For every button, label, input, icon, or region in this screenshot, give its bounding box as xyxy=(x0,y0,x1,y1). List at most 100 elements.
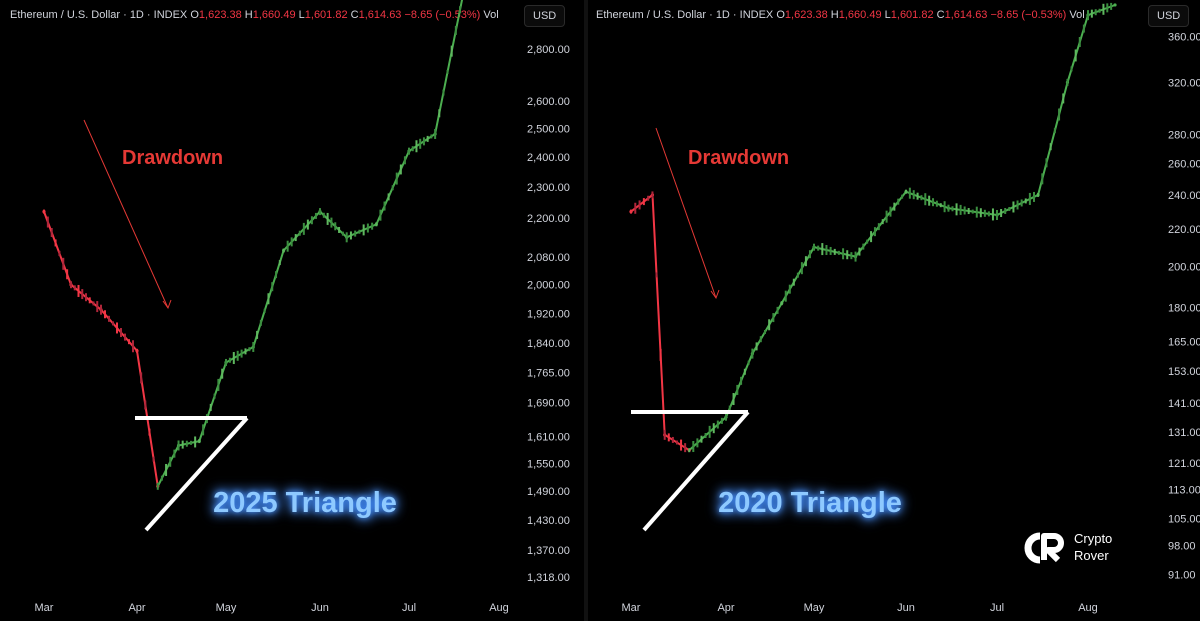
y-tick-label: 2,080.00 xyxy=(527,252,570,264)
open-value: 1,623.38 xyxy=(784,9,828,21)
open-value: 1,623.38 xyxy=(198,9,242,21)
open-label: O xyxy=(190,9,199,21)
y-tick-label: 200.00 xyxy=(1168,261,1200,273)
y-tick-label: 2,400.00 xyxy=(527,152,570,164)
drawdown-label: Drawdown xyxy=(122,147,223,169)
y-tick-label: 1,920.00 xyxy=(527,308,570,320)
y-tick-label: 91.00 xyxy=(1168,569,1196,581)
y-tick-label: 2,000.00 xyxy=(527,280,570,292)
series-line-drawdown xyxy=(43,211,159,487)
y-tick-label: 320.00 xyxy=(1168,77,1200,89)
y-tick-label: 220.00 xyxy=(1168,224,1200,236)
chart-header: Ethereum / U.S. Dollar · 1D · INDEX O1,6… xyxy=(10,9,499,21)
candles xyxy=(43,6,462,490)
y-tick-label: 98.00 xyxy=(1168,540,1196,552)
x-tick-label: Jul xyxy=(402,602,416,614)
close-value: 1,614.63 xyxy=(358,9,402,21)
volume-label: Vol xyxy=(1069,9,1085,21)
triangle-label: 2025 Triangle xyxy=(213,487,397,519)
x-tick-label: Mar xyxy=(35,602,54,614)
y-tick-label: 1,690.00 xyxy=(527,398,570,410)
chart-panel-2025[interactable]: Ethereum / U.S. Dollar · 1D · INDEX O1,6… xyxy=(0,0,584,621)
y-tick-label: 1,765.00 xyxy=(527,367,570,379)
low-label: L xyxy=(884,9,891,21)
y-axis: 360.00 320.00 280.00 260.00 240.00 220.00 200.… xyxy=(1168,31,1200,581)
x-tick-label: Jul xyxy=(990,602,1004,614)
logo-text-line1: Crypto xyxy=(1074,531,1113,546)
chart-canvas-2020: 360.00 320.00 280.00 260.00 240.00 220.00 200.… xyxy=(622,2,1200,614)
x-tick-label: Jun xyxy=(897,602,915,614)
change-value: −8.65 (−0.53%) xyxy=(990,9,1067,21)
y-tick-label: 240.00 xyxy=(1168,190,1200,202)
y-tick-label: 260.00 xyxy=(1168,159,1200,171)
x-tick-label: May xyxy=(216,602,237,614)
y-tick-label: 1,370.00 xyxy=(527,545,570,557)
y-tick-label: 2,500.00 xyxy=(527,123,570,135)
y-tick-label: 1,610.00 xyxy=(527,432,570,444)
high-label: H xyxy=(830,9,839,21)
y-tick-label: 1,840.00 xyxy=(527,338,570,350)
crypto-rover-logo: Crypto Rover xyxy=(1020,530,1130,566)
x-tick-label: Apr xyxy=(128,602,145,614)
drawdown-arrow xyxy=(655,127,717,299)
y-tick-label: 2,300.00 xyxy=(527,182,570,194)
currency-button[interactable]: USD xyxy=(1148,5,1190,27)
low-value: 1,601.82 xyxy=(304,9,348,21)
y-tick-label: 2,800.00 xyxy=(527,44,570,56)
y-tick-label: 2,600.00 xyxy=(527,96,570,108)
y-axis: 2,800.00 2,600.00 2,500.00 2,400.00 2,300.00… xyxy=(527,44,570,584)
series-line-recovery xyxy=(688,4,1116,451)
y-tick-label: 153.00 xyxy=(1168,366,1200,378)
triangle-diagonal-line xyxy=(642,410,750,532)
triangle-diagonal-line xyxy=(144,416,249,532)
y-tick-label: 1,550.00 xyxy=(527,458,570,470)
y-tick-label: 180.00 xyxy=(1168,303,1200,315)
chart-header: Ethereum / U.S. Dollar · 1D · INDEX O1,6… xyxy=(596,9,1085,21)
y-tick-label: 1,318.00 xyxy=(527,572,570,584)
x-tick-label: Aug xyxy=(1078,602,1098,614)
candles xyxy=(630,2,1113,453)
y-tick-label: 105.00 xyxy=(1168,513,1200,525)
crypto-rover-logo-icon xyxy=(1024,532,1064,564)
symbol-label: Ethereum / U.S. Dollar · 1D · INDEX xyxy=(10,9,188,21)
y-tick-label: 1,490.00 xyxy=(527,486,570,498)
chart-canvas-2025: 2,800.00 2,600.00 2,500.00 2,400.00 2,300.00… xyxy=(35,0,570,614)
close-value: 1,614.63 xyxy=(944,9,988,21)
x-tick-label: Jun xyxy=(311,602,329,614)
change-value: −8.65 (−0.53%) xyxy=(404,9,481,21)
high-value: 1,660.49 xyxy=(838,9,882,21)
open-label: O xyxy=(776,9,785,21)
high-label: H xyxy=(244,9,253,21)
close-label: C xyxy=(350,9,359,21)
x-axis: Mar Apr May Jun Jul Aug xyxy=(622,602,1098,614)
y-tick-label: 280.00 xyxy=(1168,130,1200,142)
symbol-label: Ethereum / U.S. Dollar · 1D · INDEX xyxy=(596,9,774,21)
x-tick-label: Apr xyxy=(717,602,734,614)
logo-text-line2: Rover xyxy=(1074,548,1109,563)
x-tick-label: May xyxy=(804,602,825,614)
drawdown-label: Drawdown xyxy=(688,147,789,169)
low-value: 1,601.82 xyxy=(890,9,934,21)
data-point xyxy=(1113,3,1117,7)
y-tick-label: 1,430.00 xyxy=(527,515,570,527)
y-tick-label: 121.00 xyxy=(1168,458,1200,470)
drawdown-arrowhead xyxy=(710,289,720,300)
volume-label: Vol xyxy=(483,9,499,21)
currency-button[interactable]: USD xyxy=(524,5,566,27)
y-tick-label: 131.00 xyxy=(1168,427,1200,439)
chart-panel-2020[interactable]: Ethereum / U.S. Dollar · 1D · INDEX O1,6… xyxy=(588,0,1200,621)
close-label: C xyxy=(936,9,945,21)
y-tick-label: 2,200.00 xyxy=(527,213,570,225)
drawdown-arrowhead xyxy=(162,299,172,310)
y-tick-label: 360.00 xyxy=(1168,31,1200,43)
high-value: 1,660.49 xyxy=(252,9,296,21)
drawdown-arrow xyxy=(83,119,169,309)
x-tick-label: Mar xyxy=(622,602,641,614)
y-tick-label: 113.00 xyxy=(1168,485,1200,497)
x-tick-label: Aug xyxy=(489,602,509,614)
y-tick-label: 141.00 xyxy=(1168,398,1200,410)
triangle-label: 2020 Triangle xyxy=(718,487,902,519)
panel-divider xyxy=(584,0,588,621)
low-label: L xyxy=(298,9,305,21)
x-axis: Mar Apr May Jun Jul Aug xyxy=(35,602,509,614)
